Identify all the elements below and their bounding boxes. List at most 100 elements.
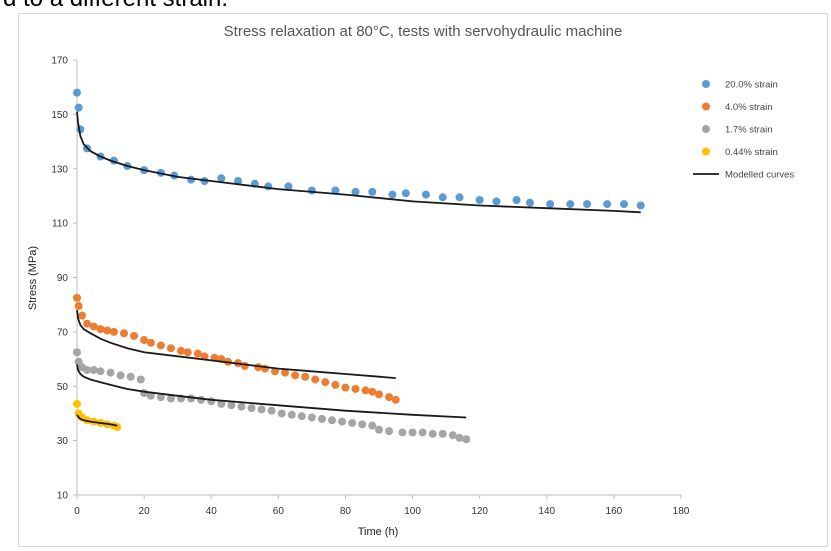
legend-label: Modelled curves (725, 170, 794, 181)
data-point (74, 103, 83, 112)
series-1 (73, 293, 400, 404)
data-point (401, 189, 410, 198)
data-point (130, 331, 139, 340)
data-point (146, 391, 155, 400)
data-point (197, 395, 206, 404)
model-layer (76, 111, 641, 427)
data-point (297, 412, 306, 421)
data-point (74, 302, 83, 311)
y-tick-label: 170 (51, 56, 68, 67)
data-point (455, 433, 464, 442)
data-point (583, 200, 592, 209)
y-tick-label: 110 (52, 219, 68, 230)
data-point (267, 406, 276, 415)
data-point (156, 341, 165, 350)
series-0 (73, 88, 645, 210)
data-point (166, 394, 175, 403)
data-point (619, 200, 628, 209)
data-point (83, 365, 92, 374)
data-point (455, 193, 464, 202)
data-point (603, 200, 612, 209)
data-point (234, 176, 243, 185)
data-point (177, 346, 186, 355)
model-curve-2 (76, 364, 467, 419)
data-point (448, 431, 457, 440)
legend-marker (702, 125, 710, 133)
axes: 10 30 50 70 90 110 130 150 170 0 20 40 60 80 100 120 140… (51, 56, 689, 518)
data-point (311, 375, 320, 384)
data-point (78, 311, 87, 320)
data-point (368, 187, 377, 196)
data-point (301, 372, 310, 381)
legend-label: 1.7% strain (725, 125, 773, 136)
legend: 20.0% strain 4.0% strain 1.7% strain 0.44% … (693, 80, 794, 181)
chart-frame (18, 13, 828, 547)
data-point (96, 367, 105, 376)
model-curve-0 (76, 111, 641, 214)
data-point (227, 401, 236, 410)
data-point (317, 414, 326, 423)
data-point (291, 371, 300, 380)
data-point (166, 344, 175, 353)
data-point (264, 182, 273, 191)
legend-label: 4.0% strain (725, 102, 773, 113)
y-tick-label: 150 (51, 110, 68, 121)
data-point (307, 186, 316, 195)
legend-label: 20.0% strain (725, 80, 778, 91)
data-point (526, 198, 534, 207)
data-point (375, 390, 383, 399)
data-point (351, 384, 360, 393)
x-tick-label: 120 (471, 506, 488, 517)
data-point (358, 420, 367, 429)
data-point (321, 378, 330, 387)
data-point (146, 338, 155, 347)
data-point (438, 429, 447, 438)
x-tick-label: 40 (206, 506, 218, 517)
data-point (89, 365, 98, 374)
data-point (361, 386, 370, 395)
data-point (338, 417, 347, 426)
data-point (566, 200, 575, 209)
data-point (119, 329, 128, 338)
y-tick-label: 70 (57, 327, 69, 338)
data-point (391, 395, 400, 404)
data-point (307, 413, 316, 422)
data-point (331, 380, 340, 389)
x-axis-label: Time (h) (358, 526, 399, 538)
data-point (136, 375, 145, 384)
data-point (385, 427, 394, 436)
series-3 (73, 399, 122, 432)
data-point (207, 397, 216, 406)
chart-title: Stress relaxation at 80°C, tests with se… (224, 23, 623, 40)
data-point (257, 405, 266, 414)
data-point (193, 349, 202, 358)
series-layer (73, 88, 645, 444)
data-point (96, 325, 105, 334)
x-tick-label: 180 (673, 506, 690, 517)
data-point (331, 186, 340, 195)
data-point (368, 387, 377, 396)
data-point (492, 197, 501, 206)
x-tick-label: 100 (404, 506, 421, 517)
x-tick-label: 0 (74, 506, 80, 517)
data-point (73, 399, 81, 408)
data-point (156, 393, 165, 402)
data-point (73, 88, 81, 97)
data-point (438, 193, 447, 202)
y-tick-label: 10 (57, 491, 69, 502)
data-point (348, 418, 357, 427)
data-point (281, 368, 290, 377)
data-point (351, 187, 360, 196)
series-2 (73, 348, 471, 444)
legend-marker (702, 80, 710, 88)
data-point (328, 416, 337, 425)
y-tick-label: 30 (57, 436, 69, 447)
x-tick-label: 140 (538, 506, 555, 517)
figure-caption-fragment: d to a different strain. (0, 0, 831, 14)
data-point (240, 361, 249, 370)
data-point (126, 372, 135, 381)
x-tick-label: 160 (606, 506, 623, 517)
legend-marker (702, 147, 710, 156)
y-tick-label: 130 (51, 164, 68, 175)
